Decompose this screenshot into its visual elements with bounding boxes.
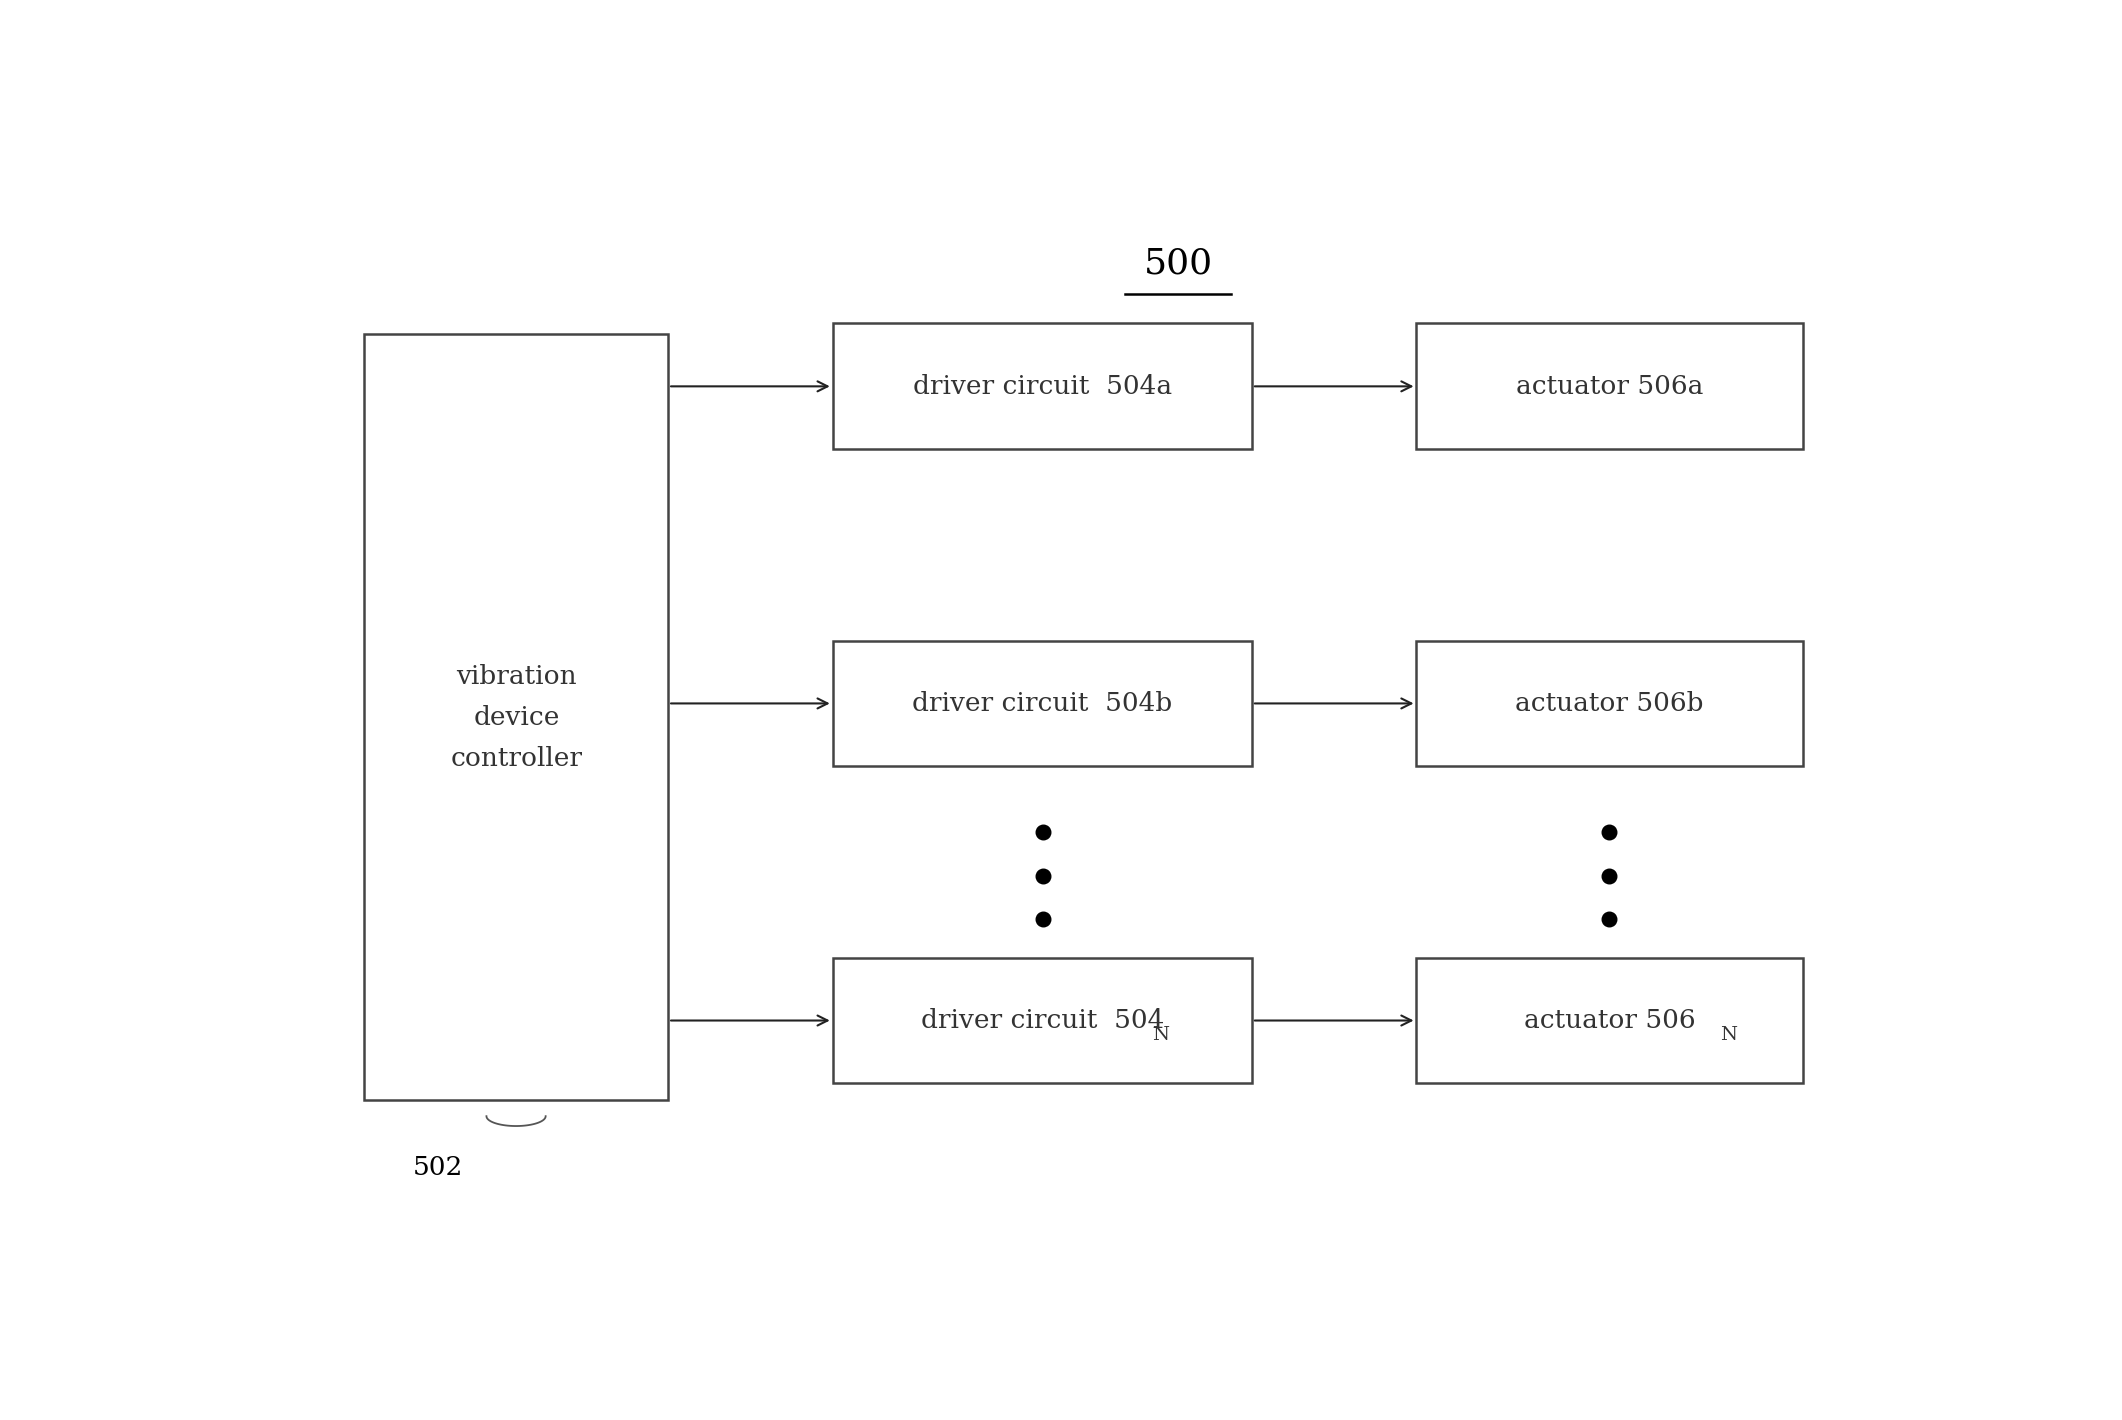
Text: driver circuit  504a: driver circuit 504a <box>912 373 1171 399</box>
Point <box>1027 821 1061 843</box>
Point <box>1592 821 1625 843</box>
Text: N: N <box>1719 1025 1736 1044</box>
Bar <box>365 335 668 1100</box>
Text: driver circuit  504b: driver circuit 504b <box>912 692 1173 716</box>
Text: 502: 502 <box>414 1154 463 1180</box>
Text: actuator 506: actuator 506 <box>1524 1008 1695 1032</box>
Text: actuator 506b: actuator 506b <box>1515 692 1704 716</box>
Text: driver circuit  504: driver circuit 504 <box>921 1008 1165 1032</box>
Text: vibration
device
controller: vibration device controller <box>450 663 584 771</box>
Bar <box>1417 957 1804 1083</box>
Bar <box>832 957 1252 1083</box>
Text: actuator 506a: actuator 506a <box>1515 373 1704 399</box>
Bar <box>1417 640 1804 767</box>
Text: N: N <box>1152 1025 1169 1044</box>
Bar <box>1417 324 1804 449</box>
Point <box>1592 907 1625 930</box>
Point <box>1027 907 1061 930</box>
Point <box>1027 865 1061 888</box>
Bar <box>832 324 1252 449</box>
Bar <box>832 640 1252 767</box>
Point <box>1592 865 1625 888</box>
Text: 500: 500 <box>1144 246 1212 280</box>
